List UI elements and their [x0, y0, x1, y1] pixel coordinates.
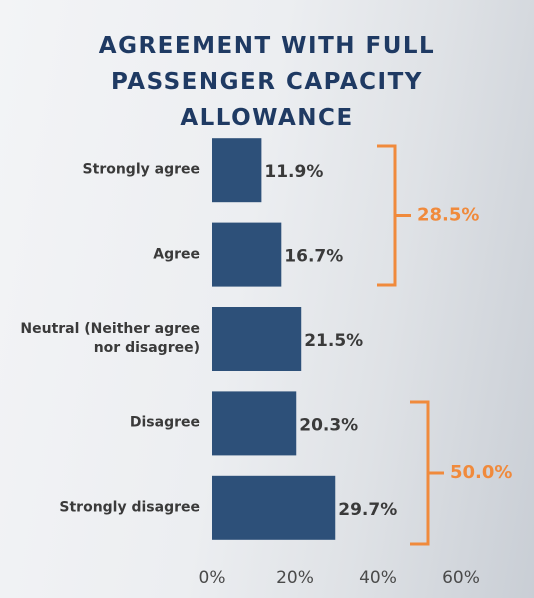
bar	[212, 138, 262, 203]
category-label: Agree	[153, 246, 200, 263]
category-label: Strongly agree	[82, 161, 200, 178]
category-label: Neutral (Neither agree nor disagree)	[20, 321, 200, 356]
chart-title: AGREEMENT WITH FULL PASSENGER CAPACITY A…	[98, 33, 436, 131]
category-label: Strongly disagree	[59, 499, 200, 516]
annotation: 28.5%	[417, 205, 479, 226]
value-label: 29.7%	[338, 500, 397, 520]
value-label: 11.9%	[264, 162, 323, 182]
bracket	[377, 144, 411, 287]
bracket	[410, 400, 444, 546]
bar	[212, 475, 336, 540]
x-tick-label: 20%	[276, 568, 314, 588]
x-tick-label: 40%	[359, 568, 397, 588]
bar	[212, 307, 302, 371]
value-label: 16.7%	[284, 247, 343, 267]
bar	[212, 391, 297, 456]
value-label: 21.5%	[304, 331, 363, 351]
bar	[212, 222, 282, 287]
category-label: Disagree	[129, 414, 200, 431]
annotation: 50.0%	[450, 462, 512, 483]
x-tick-label: 60%	[442, 568, 480, 588]
value-label: 20.3%	[299, 415, 358, 435]
x-tick-label: 0%	[199, 568, 226, 588]
